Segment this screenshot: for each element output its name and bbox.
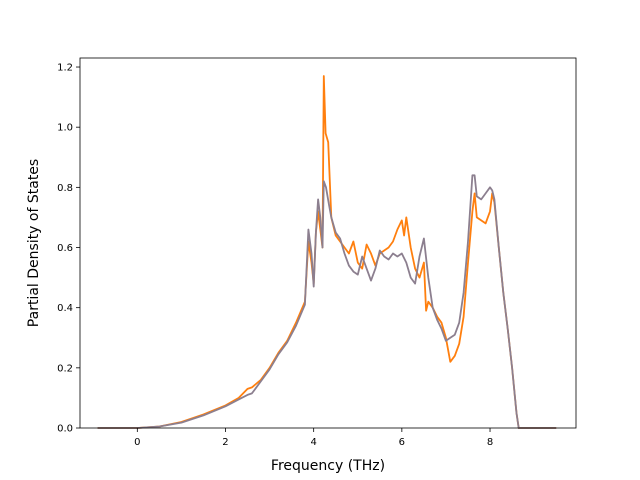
y-tick-label: 0.0 [57, 424, 73, 435]
series-layer [97, 75, 557, 429]
y-tick-label: 1.0 [57, 123, 73, 134]
y-tick-label: 0.6 [57, 243, 73, 254]
y-axis-label: Partial Density of States [26, 159, 42, 327]
y-axis: 0.0 0.2 0.4 0.6 0.8 1.0 1.2 [57, 63, 80, 435]
plot-area [80, 58, 576, 428]
x-axis: 0 2 4 6 8 [134, 428, 493, 448]
y-tick-label: 0.4 [57, 303, 73, 314]
x-tick-label: 0 [134, 437, 140, 448]
y-tick-label: 0.2 [57, 363, 73, 374]
x-axis-label: Frequency (THz) [271, 458, 385, 474]
x-tick-label: 8 [487, 437, 493, 448]
series-line-2 [97, 174, 557, 429]
y-tick-label: 0.8 [57, 183, 73, 194]
plot-frame [79, 57, 577, 429]
x-tick-label: 6 [399, 437, 405, 448]
x-tick-label: 2 [222, 437, 228, 448]
x-tick-label: 4 [310, 437, 316, 448]
y-tick-label: 1.2 [57, 63, 73, 74]
